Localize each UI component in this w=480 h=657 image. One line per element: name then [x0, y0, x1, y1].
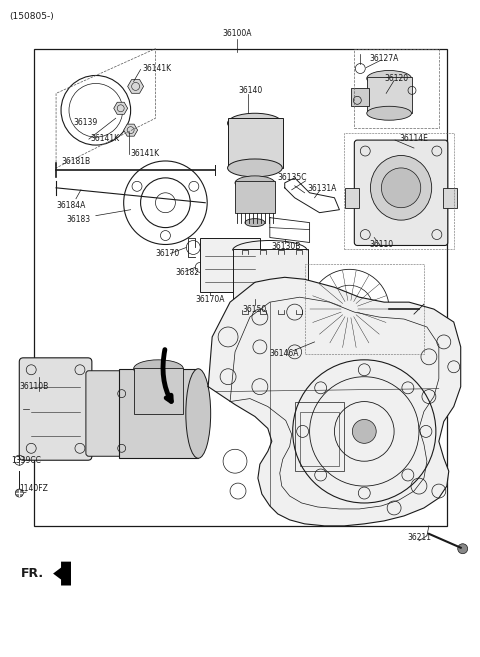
Text: (150805-): (150805-): [9, 12, 54, 21]
Ellipse shape: [371, 156, 432, 220]
Ellipse shape: [367, 106, 411, 120]
Ellipse shape: [367, 70, 411, 87]
Bar: [346, 188, 360, 208]
Bar: [133, 368, 183, 413]
Polygon shape: [114, 102, 128, 114]
Text: 36184A: 36184A: [56, 201, 85, 210]
Text: 36183: 36183: [66, 215, 90, 224]
Polygon shape: [128, 79, 144, 93]
Bar: [233, 250, 308, 314]
Text: 1140FZ: 1140FZ: [19, 484, 48, 493]
Ellipse shape: [133, 360, 183, 378]
Ellipse shape: [228, 159, 282, 177]
Ellipse shape: [382, 168, 421, 208]
Ellipse shape: [235, 176, 275, 190]
Circle shape: [341, 301, 357, 317]
Text: 36141K: 36141K: [143, 64, 172, 73]
Text: 36110B: 36110B: [19, 382, 48, 391]
Ellipse shape: [245, 219, 265, 227]
Bar: [367, 78, 412, 113]
Text: 36150: 36150: [242, 305, 266, 313]
Text: 36110: 36110: [369, 240, 394, 249]
Text: 36170: 36170: [156, 249, 180, 258]
Bar: [34, 49, 447, 526]
Bar: [119, 369, 198, 458]
Bar: [351, 89, 369, 106]
Text: 36182: 36182: [175, 268, 199, 277]
Ellipse shape: [186, 369, 211, 458]
FancyBboxPatch shape: [354, 140, 448, 246]
Polygon shape: [208, 277, 461, 526]
Text: 36139: 36139: [73, 118, 97, 127]
Bar: [200, 238, 260, 292]
Text: 36170A: 36170A: [195, 295, 225, 304]
Bar: [443, 188, 457, 208]
FancyBboxPatch shape: [86, 371, 127, 456]
Text: 36140: 36140: [238, 86, 262, 95]
Text: 1339CC: 1339CC: [12, 456, 41, 464]
Polygon shape: [53, 562, 71, 585]
Text: 36146A: 36146A: [270, 350, 300, 358]
Bar: [295, 401, 344, 471]
Text: 36181B: 36181B: [61, 158, 90, 166]
Bar: [235, 181, 275, 213]
Text: 36131A: 36131A: [308, 185, 337, 193]
Circle shape: [15, 489, 23, 497]
FancyBboxPatch shape: [19, 358, 92, 461]
Text: 36135C: 36135C: [278, 173, 307, 183]
Text: 36114E: 36114E: [399, 133, 428, 143]
Text: 36127A: 36127A: [369, 54, 398, 63]
Text: 36211: 36211: [407, 533, 431, 542]
Polygon shape: [124, 124, 138, 136]
Text: 36130B: 36130B: [272, 242, 301, 251]
Bar: [228, 118, 283, 168]
Circle shape: [458, 544, 468, 554]
Ellipse shape: [228, 113, 282, 133]
Circle shape: [352, 419, 376, 443]
Text: 36141K: 36141K: [91, 133, 120, 143]
Text: 36120: 36120: [384, 74, 408, 83]
Bar: [300, 411, 339, 466]
Text: 36141K: 36141K: [131, 148, 160, 158]
Text: 36100A: 36100A: [222, 29, 252, 38]
Text: FR.: FR.: [21, 567, 44, 580]
